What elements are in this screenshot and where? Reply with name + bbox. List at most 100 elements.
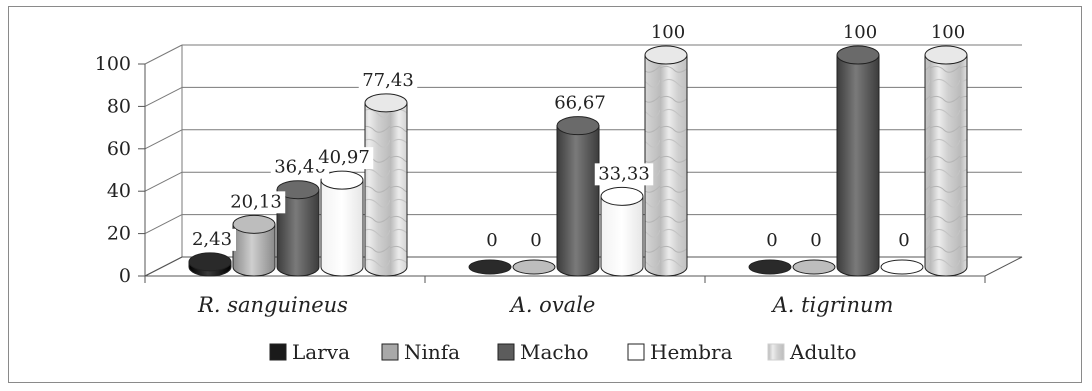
bar-top bbox=[556, 116, 600, 136]
grid-depth-line bbox=[144, 86, 183, 107]
bar-adulto-3 bbox=[924, 45, 968, 277]
bar-body bbox=[924, 54, 968, 277]
data-label: 0 bbox=[527, 230, 545, 252]
category-label: A. tigrinum bbox=[771, 293, 894, 317]
bar-hembra-1 bbox=[320, 170, 364, 277]
data-label-bg bbox=[270, 156, 330, 179]
data-label: 20,13 bbox=[226, 191, 286, 214]
bar-larva-2 bbox=[468, 259, 512, 275]
data-label-bg bbox=[895, 230, 913, 252]
legend-swatch bbox=[627, 343, 645, 361]
data-label-text: 0 bbox=[530, 230, 541, 251]
data-label-text: 20,13 bbox=[230, 191, 282, 212]
data-label: 66,67 bbox=[550, 92, 610, 115]
bar-body bbox=[836, 54, 880, 277]
y-tick-label: 80 bbox=[107, 95, 131, 117]
data-label-bg bbox=[358, 69, 418, 92]
data-label-bg bbox=[841, 22, 879, 44]
bar-macho-1 bbox=[276, 180, 320, 277]
data-label: 0 bbox=[807, 230, 825, 252]
data-label-text: 0 bbox=[766, 230, 777, 251]
bar-ninfa-1 bbox=[232, 214, 276, 277]
grid-depth-line bbox=[144, 171, 183, 192]
data-label-bg bbox=[226, 191, 286, 214]
data-label: 40,97 bbox=[314, 147, 374, 170]
legend-item-hembra: Hembra bbox=[627, 340, 733, 364]
legend-swatch bbox=[767, 343, 785, 361]
data-label: 100 bbox=[841, 22, 879, 44]
bar-body bbox=[600, 195, 644, 277]
data-label: 36,46 bbox=[270, 156, 330, 179]
data-label-text: 100 bbox=[651, 22, 685, 43]
y-tick-label: 0 bbox=[119, 265, 131, 287]
bar-top bbox=[276, 180, 320, 200]
chart-bars bbox=[188, 45, 968, 277]
legend-swatch bbox=[381, 343, 399, 361]
y-tick-label: 100 bbox=[95, 53, 131, 75]
bar-flat bbox=[468, 259, 512, 275]
data-label-text: 40,97 bbox=[318, 147, 370, 168]
category-label: R. sanguineus bbox=[197, 293, 348, 317]
data-label-bg bbox=[314, 147, 374, 170]
data-label-bg bbox=[807, 230, 825, 252]
bar-ninfa-2 bbox=[512, 259, 556, 275]
bar-top bbox=[924, 45, 968, 65]
data-label: 77,43 bbox=[358, 69, 418, 92]
data-label-text: 100 bbox=[843, 22, 877, 43]
bar-top bbox=[644, 45, 688, 65]
data-label-text: 0 bbox=[486, 230, 497, 251]
data-label-bg bbox=[763, 230, 781, 252]
grid-depth-line bbox=[144, 44, 183, 65]
data-label-text: 33,33 bbox=[598, 163, 650, 184]
data-label-bg bbox=[649, 22, 687, 44]
legend-label: Adulto bbox=[789, 340, 857, 364]
y-tick-label: 20 bbox=[107, 223, 131, 245]
legend: Larva Ninfa Macho Hembra Adulto bbox=[269, 340, 857, 364]
data-label-bg bbox=[550, 92, 610, 115]
bar-body bbox=[556, 125, 600, 277]
grid-depth-line bbox=[144, 129, 183, 150]
legend-item-macho: Macho bbox=[497, 340, 589, 364]
legend-item-adulto: Adulto bbox=[767, 340, 857, 364]
bar-body bbox=[320, 179, 364, 277]
data-label: 0 bbox=[895, 230, 913, 252]
bar-larva-1 bbox=[188, 252, 232, 277]
legend-label: Larva bbox=[292, 340, 350, 364]
bar-top bbox=[320, 170, 364, 190]
legend-swatch bbox=[269, 343, 287, 361]
legend-swatch bbox=[497, 343, 515, 361]
category-label: A. ovale bbox=[509, 293, 596, 317]
data-label-bg bbox=[527, 230, 545, 252]
bar-top bbox=[600, 186, 644, 206]
bar-body bbox=[276, 189, 320, 277]
data-label-bg bbox=[594, 163, 654, 186]
data-label-text: 0 bbox=[810, 230, 821, 251]
bar-macho-3 bbox=[836, 45, 880, 277]
bar-adulto-2 bbox=[644, 45, 688, 277]
data-label-text: 100 bbox=[931, 22, 965, 43]
bar-adulto-1 bbox=[364, 93, 408, 277]
grid-depth-line bbox=[144, 214, 183, 235]
bar-top bbox=[364, 93, 408, 113]
bar-body bbox=[644, 54, 688, 277]
data-label-bg bbox=[929, 22, 967, 44]
data-label: 2,43 bbox=[188, 228, 236, 251]
bar-flat bbox=[792, 259, 836, 275]
y-tick-label: 40 bbox=[107, 180, 131, 202]
bar-larva-3 bbox=[748, 259, 792, 275]
bar-hembra-2 bbox=[600, 186, 644, 277]
data-label: 33,33 bbox=[594, 163, 654, 186]
data-label-text: 77,43 bbox=[362, 70, 414, 91]
data-label-bg bbox=[483, 230, 501, 252]
bar-body bbox=[232, 223, 276, 277]
data-label-text: 2,43 bbox=[192, 229, 232, 250]
legend-label: Macho bbox=[520, 340, 589, 364]
data-label: 100 bbox=[649, 22, 687, 44]
bar-top bbox=[836, 45, 880, 65]
bar-top bbox=[232, 214, 276, 234]
data-label-text: 36,46 bbox=[274, 157, 326, 178]
bar-hembra-3 bbox=[880, 259, 924, 275]
data-label: 0 bbox=[763, 230, 781, 252]
